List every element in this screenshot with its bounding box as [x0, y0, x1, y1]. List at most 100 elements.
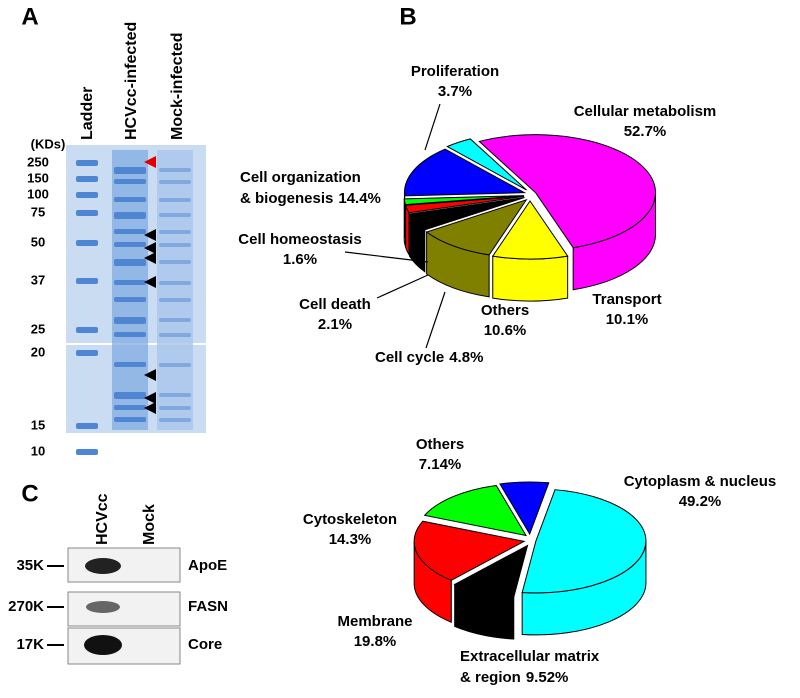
value-label: 4.8% [449, 349, 483, 366]
slice-label: Membrane [337, 613, 412, 630]
sample-band [114, 242, 146, 247]
ladder-band [76, 423, 98, 429]
label-line: Extracellular matrix [460, 648, 600, 665]
lane [112, 150, 148, 430]
value-label: 3.7% [438, 83, 472, 100]
value-label: 2.1% [318, 316, 352, 333]
panel-label: B [399, 3, 416, 30]
slice-label: Cell homeostasis [238, 231, 361, 248]
gel [66, 145, 206, 433]
slice-label: Cytoplasm & nucleus [624, 473, 777, 490]
sample-band [159, 418, 191, 422]
slice-label: Cell organization & biogenesis [240, 169, 361, 207]
sample-band [159, 393, 191, 397]
sample-band [159, 298, 191, 302]
sample-band [114, 179, 146, 184]
pie-slice [403, 195, 525, 206]
arrowhead [144, 369, 156, 381]
pie-slice [446, 138, 527, 191]
pie-slice [425, 198, 528, 256]
pie-slice [478, 134, 656, 249]
lane-label: Mock [141, 504, 158, 545]
arrowhead [144, 242, 156, 254]
lane [157, 150, 193, 430]
band [85, 558, 121, 574]
arrowhead [144, 229, 156, 241]
arrowhead [144, 402, 156, 414]
arrowhead [144, 276, 156, 288]
lane-label: HCVcc [94, 493, 111, 545]
panel-label: C [21, 480, 38, 507]
value-label: 9.52% [526, 669, 569, 686]
ladder-band [76, 160, 98, 166]
pie-slice [499, 481, 550, 536]
ladder-band [76, 240, 98, 246]
label-line: Cell organization [240, 169, 361, 186]
value-label: 7.14% [419, 456, 462, 473]
ladder-band [76, 449, 98, 455]
sample-band [114, 362, 146, 367]
sample-band [159, 318, 191, 322]
sample-band [114, 229, 146, 234]
ladder-band [76, 210, 98, 216]
sample-band [114, 167, 146, 174]
marker-label: 20 [31, 344, 45, 359]
ladder-band [76, 278, 98, 284]
band [84, 635, 122, 655]
ladder-band [76, 176, 98, 182]
leader-line [376, 274, 429, 299]
marker-label: 15 [31, 417, 45, 432]
unit-label: (KDs) [31, 136, 66, 151]
sample-band [114, 280, 146, 285]
ladder-band [76, 192, 98, 198]
pie [403, 134, 657, 302]
blot [67, 547, 181, 665]
sample-band [114, 297, 146, 302]
protein-label: FASN [188, 598, 228, 615]
slice-label: Others [416, 436, 464, 453]
marker-label: 250 [27, 154, 49, 169]
label-line: & region [460, 669, 521, 686]
slice-label: Others [481, 302, 529, 319]
pie-slice [413, 520, 526, 581]
sample-band [159, 168, 191, 172]
marker-label: 25 [31, 321, 45, 336]
sample-band [114, 212, 146, 219]
slice-label: Cell death [299, 296, 371, 313]
marker-label: 10 [31, 443, 45, 458]
value-label: 10.6% [484, 322, 527, 339]
sample-band [159, 213, 191, 217]
sample-band [114, 405, 146, 410]
arrowhead [144, 156, 156, 168]
pie-slice [521, 489, 647, 594]
lane-label: HCVcc-infected [123, 22, 140, 140]
marker-label: 100 [27, 186, 49, 201]
marker-label: 75 [31, 204, 45, 219]
slice-label: Cytoskeleton [303, 511, 397, 528]
ladder-band [76, 327, 98, 333]
sample-band [114, 317, 146, 324]
pie-slice [423, 484, 528, 537]
slice-label: Cell cycle [375, 349, 444, 366]
leader-line [424, 103, 441, 151]
pie-side [492, 255, 569, 302]
value-label: 19.8% [354, 633, 397, 650]
band [86, 601, 120, 613]
blot-strip [67, 547, 181, 583]
sample-band [159, 333, 191, 337]
arrowhead [144, 392, 156, 404]
value-label: 1.6% [283, 251, 317, 268]
slice-label: Proliferation [411, 63, 499, 80]
sample-band [159, 198, 191, 202]
blot-strip [67, 591, 181, 627]
panel-label: A [21, 3, 38, 30]
marker-label: 37 [31, 272, 45, 287]
slice-label: Transport [592, 291, 661, 308]
sample-band [114, 417, 146, 422]
pie-slice [453, 544, 529, 598]
sample-band [114, 332, 146, 337]
sample-band [114, 197, 146, 202]
ladder-band [76, 350, 98, 356]
value-label: 49.2% [679, 493, 722, 510]
